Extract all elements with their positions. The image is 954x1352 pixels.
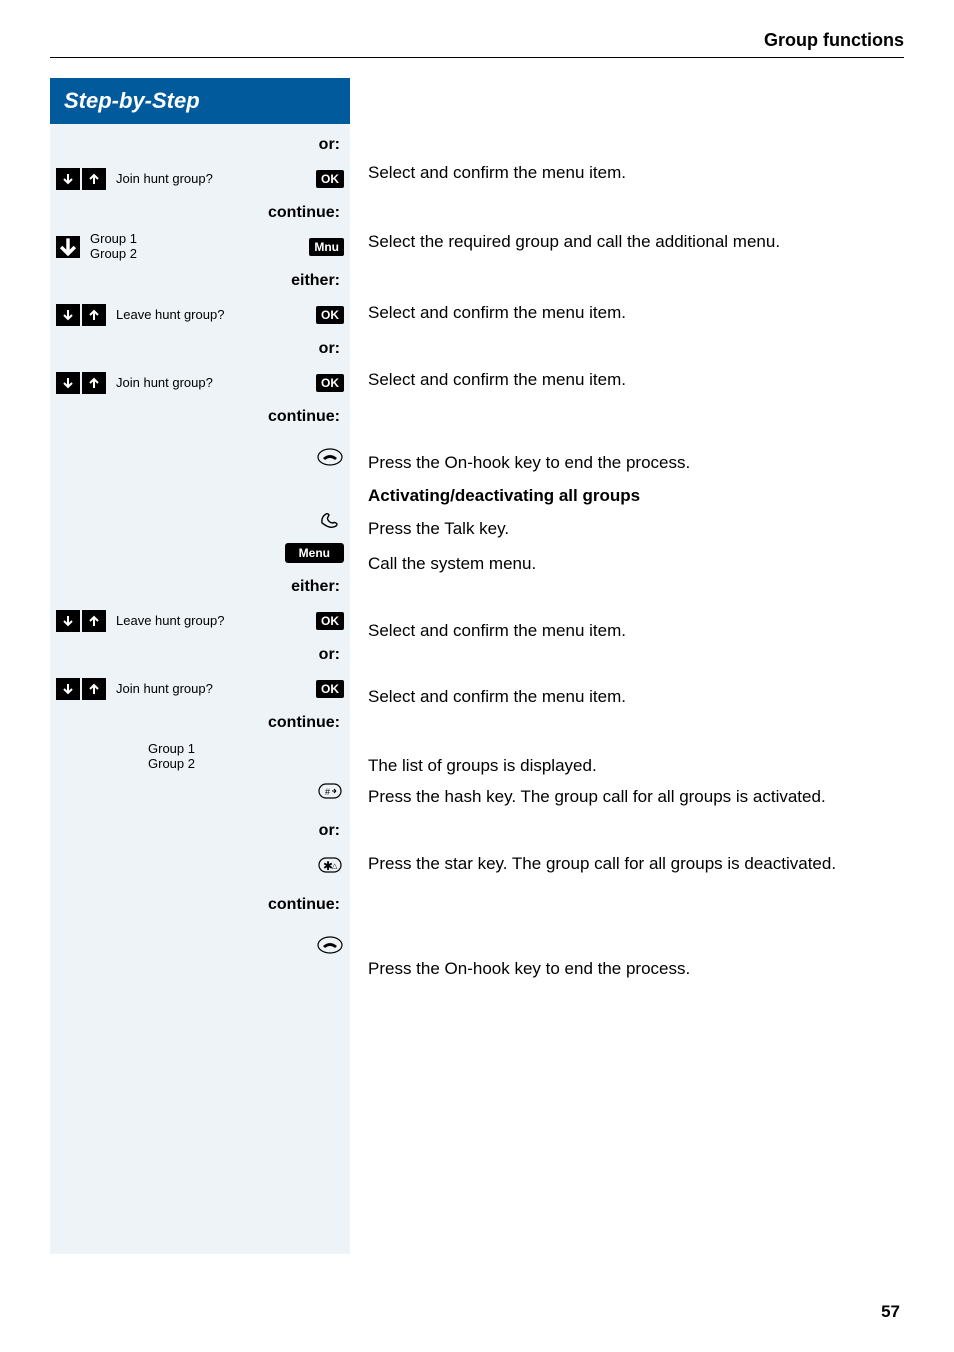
step-row-blank <box>50 474 350 502</box>
instruction-text: Select and confirm the menu item. <box>368 616 904 643</box>
ok-button[interactable]: OK <box>316 680 344 698</box>
down-arrow-icon <box>56 236 80 258</box>
down-arrow-icon <box>56 610 80 632</box>
cond-either: either: <box>50 570 350 604</box>
left-column: Step-by-Step or: <box>50 78 350 1254</box>
up-arrow-icon <box>82 610 106 632</box>
up-arrow-icon <box>82 372 106 394</box>
instruction-text: Select the required group and call the a… <box>368 227 904 254</box>
instruction-text: Select and confirm the menu item. <box>368 682 904 709</box>
section-title: Group functions <box>764 30 904 50</box>
onhook-key-icon <box>316 446 344 468</box>
instruction-text: Select and confirm the menu item. <box>368 365 904 392</box>
mnu-button[interactable]: Mnu <box>309 238 344 256</box>
step-row <box>50 502 350 536</box>
talk-key-icon <box>316 508 344 530</box>
onhook-key-icon <box>316 934 344 956</box>
nav-icons <box>56 610 106 632</box>
cond-continue: continue: <box>50 706 350 740</box>
star-key-icon: ✱△ <box>316 854 344 876</box>
cond-continue: continue: <box>50 196 350 230</box>
nav-icons <box>56 372 106 394</box>
step-row: Join hunt group? OK <box>50 162 350 196</box>
group1-label: Group 1 <box>148 741 195 756</box>
ok-button[interactable]: OK <box>316 306 344 324</box>
step-row <box>50 440 350 474</box>
nav-icons <box>56 236 80 258</box>
right-column: Select and confirm the menu item. Select… <box>350 78 904 981</box>
group2-label: Group 2 <box>90 246 137 261</box>
down-arrow-icon <box>56 304 80 326</box>
step-by-step-header: Step-by-Step <box>50 78 350 124</box>
nav-icons <box>56 304 106 326</box>
menu-item-label: Join hunt group? <box>112 682 310 697</box>
up-arrow-icon <box>82 304 106 326</box>
svg-text:#: # <box>325 787 330 797</box>
cond-continue: continue: <box>50 400 350 434</box>
menu-item-label: Join hunt group? <box>112 376 310 391</box>
ok-button[interactable]: OK <box>316 170 344 188</box>
nav-icons <box>56 168 106 190</box>
group1-label: Group 1 <box>90 231 137 246</box>
up-arrow-icon <box>82 678 106 700</box>
step-by-step-body: or: Join hunt group? OK <box>50 124 350 1254</box>
step-row <box>50 928 350 962</box>
subheading: Activating/deactivating all groups <box>368 481 904 508</box>
step-row: # <box>50 774 350 808</box>
step-row: Group 1 Group 2 <box>50 740 350 774</box>
hash-key-icon: # <box>316 780 344 802</box>
menu-item-label: Leave hunt group? <box>112 614 310 629</box>
menu-button[interactable]: Menu <box>285 543 344 563</box>
down-arrow-icon <box>56 168 80 190</box>
instruction-text: Select and confirm the menu item. <box>368 158 904 185</box>
instruction-text: The list of groups is displayed. <box>368 751 904 778</box>
instruction-text: Press the Talk key. <box>368 514 904 541</box>
cond-or: or: <box>50 128 350 162</box>
step-row: Leave hunt group? OK <box>50 604 350 638</box>
step-row: Leave hunt group? OK <box>50 298 350 332</box>
page-root: Group functions Step-by-Step or: <box>0 0 954 1352</box>
instruction-text: Call the system menu. <box>368 549 904 576</box>
menu-item-label: Group 1 Group 2 <box>86 232 303 262</box>
instruction-text: Select and confirm the menu item. <box>368 298 904 325</box>
up-arrow-icon <box>82 168 106 190</box>
menu-item-label: Leave hunt group? <box>112 308 310 323</box>
instruction-text: Press the On-hook key to end the process… <box>368 954 904 981</box>
instruction-text: Press the star key. The group call for a… <box>368 849 904 876</box>
ok-button[interactable]: OK <box>316 374 344 392</box>
instruction-text: Press the hash key. The group call for a… <box>368 782 904 809</box>
nav-icons <box>56 678 106 700</box>
cond-or: or: <box>50 814 350 848</box>
down-arrow-icon <box>56 678 80 700</box>
cond-continue: continue: <box>50 888 350 922</box>
page-header: Group functions <box>50 30 904 58</box>
menu-item-label: Join hunt group? <box>112 172 310 187</box>
group2-label: Group 2 <box>148 756 195 771</box>
step-row: Menu <box>50 536 350 570</box>
down-arrow-icon <box>56 372 80 394</box>
step-row: Join hunt group? OK <box>50 672 350 706</box>
step-row: Join hunt group? OK <box>50 366 350 400</box>
svg-text:△: △ <box>332 863 338 870</box>
page-number: 57 <box>881 1302 900 1322</box>
cond-or: or: <box>50 638 350 672</box>
step-row: ✱△ <box>50 848 350 882</box>
instruction-text: Press the On-hook key to end the process… <box>368 448 904 475</box>
cond-or: or: <box>50 332 350 366</box>
menu-item-label: Group 1 Group 2 <box>144 742 344 772</box>
ok-button[interactable]: OK <box>316 612 344 630</box>
cond-either: either: <box>50 264 350 298</box>
step-row: Group 1 Group 2 Mnu <box>50 230 350 264</box>
two-column-layout: Step-by-Step or: <box>50 78 904 1254</box>
